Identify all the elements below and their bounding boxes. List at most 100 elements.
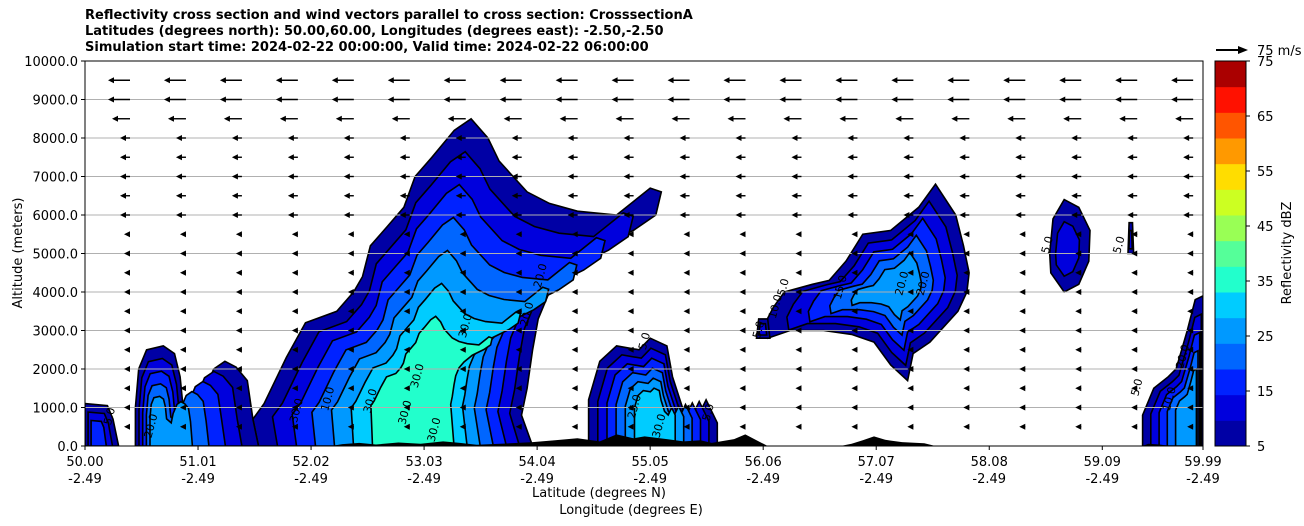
wind-vector: [179, 269, 186, 276]
wind-vector: [903, 154, 914, 161]
wind-vector: [179, 231, 186, 238]
wind-vector: [443, 96, 466, 103]
wind-vector: [963, 404, 970, 411]
wind-vector: [1183, 192, 1194, 199]
wind-vector: [1127, 192, 1138, 199]
colorbar-segment: [1215, 86, 1246, 113]
wind-vector: [219, 77, 242, 84]
wind-vector: [1015, 212, 1026, 218]
wind-vector: [124, 366, 130, 372]
wind-vector: [683, 231, 690, 238]
wind-vector: [1131, 269, 1138, 276]
x-axis-ticks: 50.00 -2.49 51.01 -2.49 52.02 -2.49 53.03 -2.49…: [66, 446, 1222, 487]
wind-vector: [1183, 173, 1194, 180]
wind-vector: [235, 385, 242, 392]
wind-vector: [779, 77, 802, 84]
wind-vector: [347, 250, 354, 257]
wind-vector: [403, 366, 410, 372]
wind-vector: [235, 269, 242, 276]
wind-vector: [1019, 385, 1026, 392]
wind-vector: [679, 212, 690, 218]
wind-vector: [627, 308, 634, 315]
wind-vector: [279, 115, 298, 122]
wind-vector: [403, 289, 410, 295]
wind-vector: [291, 231, 298, 238]
wind-vector: [235, 404, 242, 411]
wind-vector: [963, 289, 970, 295]
x-tick-label-lon: -2.49: [633, 472, 667, 487]
wind-vector: [515, 289, 522, 295]
contour-label: 20.0: [914, 270, 933, 297]
wind-vector: [735, 192, 746, 199]
wind-vector: [515, 308, 522, 315]
wind-vector: [627, 269, 634, 276]
wind-vector: [963, 250, 970, 257]
wind-vector: [167, 115, 186, 122]
colorbar-label: Reflectivity dBZ: [1280, 202, 1295, 305]
wind-vector: [1075, 404, 1082, 411]
wind-vector: [459, 346, 466, 353]
contour-label: 30.0: [287, 397, 306, 424]
contour-label: 20.0: [1173, 343, 1192, 370]
wind-vector: [627, 327, 634, 334]
colorbar-segment: [1215, 138, 1246, 165]
wind-vector: [1127, 212, 1138, 218]
wind-vector: [179, 346, 186, 353]
wind-vector: [963, 385, 970, 392]
wind-vector: [571, 346, 578, 353]
wind-vector: [739, 308, 746, 315]
wind-vector: [1187, 327, 1194, 334]
colorbar: 5 15 25 35 45 55 65 75: [1214, 55, 1274, 455]
wind-vector: [1131, 289, 1138, 295]
wind-vector: [739, 346, 746, 353]
cell-left-1-level-5: [149, 395, 194, 446]
wind-vector: [683, 404, 690, 411]
y-tick-label: 10000.0: [24, 55, 78, 70]
wind-vector: [291, 404, 298, 411]
wind-vector: [571, 231, 578, 238]
wind-vector: [951, 115, 970, 122]
wind-vector: [907, 308, 914, 315]
wind-vector: [1127, 173, 1138, 180]
contour-label: 10.0: [318, 385, 337, 412]
contour-label: 30.0: [650, 412, 669, 439]
wind-vector: [571, 366, 578, 372]
wind-vector: [124, 269, 130, 276]
wind-vector: [1071, 173, 1082, 180]
wind-vector: [287, 135, 298, 141]
wind-vector: [567, 173, 578, 180]
wind-vector: [1187, 231, 1194, 238]
wind-vector: [399, 173, 410, 180]
wind-vector: [515, 327, 522, 334]
wind-vector: [455, 173, 466, 180]
wind-vector: [175, 154, 186, 161]
wind-vector: [175, 135, 186, 141]
y-tick-label: 0.0: [57, 440, 78, 455]
wind-vector: [459, 289, 466, 295]
wind-vector: [947, 77, 970, 84]
wind-vector: [959, 135, 970, 141]
wind-vector: [683, 385, 690, 392]
wind-vector: [179, 308, 186, 315]
x-tick-label-lat: 51.01: [179, 455, 216, 470]
wind-vector: [1187, 385, 1194, 392]
wind-vector: [795, 289, 802, 295]
wind-vector: [403, 385, 410, 392]
y-tick-label: 7000.0: [33, 171, 79, 186]
wind-vector: [1019, 250, 1026, 257]
wind-vector: [1003, 77, 1026, 84]
wind-vector: [291, 308, 298, 315]
wind-vector: [891, 77, 914, 84]
wind-vector: [839, 115, 858, 122]
wind-vector: [403, 250, 410, 257]
wind-vector: [287, 154, 298, 161]
wind-vector: [667, 96, 690, 103]
wind-vector: [219, 96, 242, 103]
contour-label: 30.0: [396, 399, 415, 426]
wind-vector: [795, 346, 802, 353]
chart-title: Reflectivity cross section and wind vect…: [85, 8, 693, 56]
wind-vector: [179, 327, 186, 334]
y-tick-label: 4000.0: [33, 286, 79, 301]
wind-vector: [1075, 385, 1082, 392]
wind-vector: [235, 327, 242, 334]
